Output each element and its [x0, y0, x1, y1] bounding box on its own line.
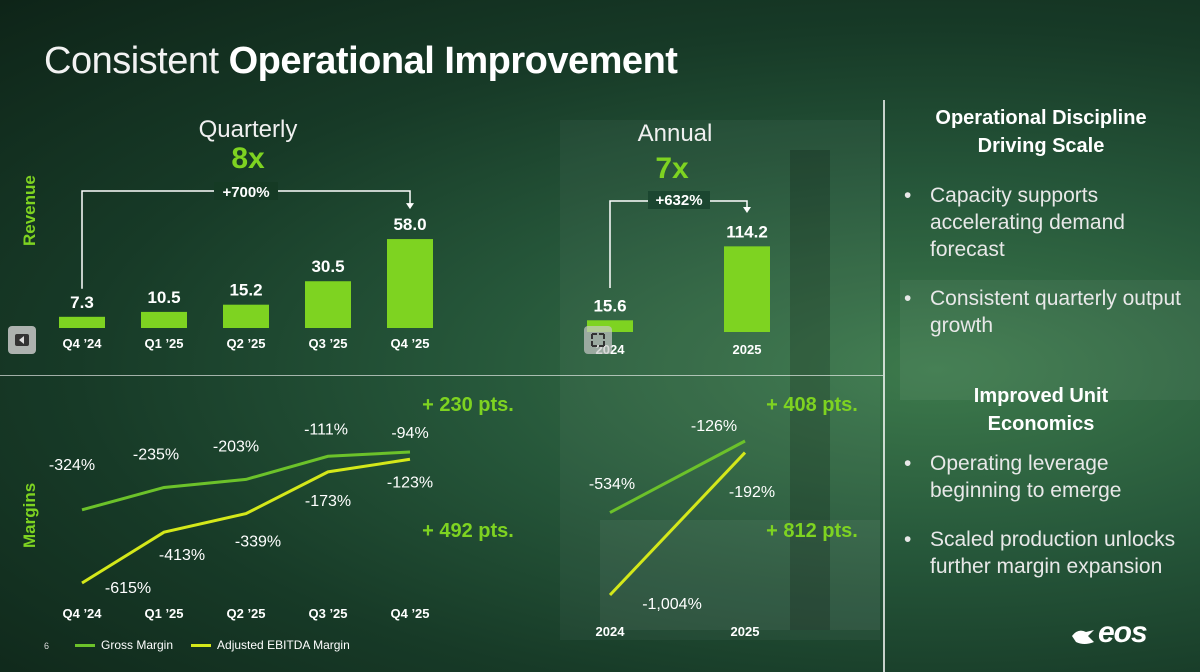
growth-label-bg [648, 191, 710, 209]
x-tick-label: Q4 ’25 [390, 336, 429, 351]
change-label-gross: + 230 pts. [422, 394, 514, 416]
series-line-gross [609, 439, 746, 514]
bar-value-label: 15.6 [593, 296, 626, 315]
growth-label: +700% [222, 184, 269, 201]
bar-quarterly [223, 304, 269, 328]
data-label-ebitda: -173% [305, 493, 351, 510]
logo-mark-icon [1072, 630, 1094, 644]
x-tick-label: Q3 ’25 [308, 606, 347, 621]
data-label-gross: -203% [213, 438, 259, 455]
data-label-ebitda: -413% [159, 547, 205, 564]
annual-heading: Annual [637, 120, 713, 147]
chevron-left-icon [15, 334, 29, 346]
growth-bracket [81, 190, 411, 289]
bar-value-label: 114.2 [726, 222, 768, 241]
previous-slide-button[interactable] [8, 326, 36, 354]
section2-bullet: Operating leverage beginning to emerge [902, 450, 1192, 504]
data-label-gross: -324% [49, 457, 95, 474]
logo-text: eos [1098, 616, 1148, 649]
section1-bullet: Consistent quarterly output growth [902, 285, 1192, 339]
bar-value-label: 15.2 [229, 281, 262, 300]
horizontal-divider [0, 375, 883, 376]
section1-bullets: Capacity supports accelerating demand fo… [902, 182, 1192, 361]
x-tick-label: Q4 ’25 [390, 606, 429, 621]
section1-title: Operational Discipline Driving Scale [896, 104, 1186, 160]
x-tick-label: Q2 ’25 [226, 606, 265, 621]
data-label-gross: -534% [589, 476, 635, 493]
legend-ebitda: Adjusted EBITDA Margin [191, 638, 350, 652]
x-tick-label: Q2 ’25 [226, 336, 265, 351]
section1-title-line1: Operational Discipline [935, 107, 1147, 129]
data-label-ebitda: -192% [729, 484, 775, 501]
section2-title: Improved Unit Economics [896, 382, 1186, 438]
bar-value-label: 30.5 [311, 257, 344, 276]
x-tick-label: 2024 [596, 624, 626, 639]
chart-legend: Gross Margin Adjusted EBITDA Margin [75, 638, 350, 652]
bar-quarterly [387, 239, 433, 328]
x-tick-label: Q3 ’25 [308, 336, 347, 351]
change-label-gross: + 408 pts. [766, 394, 858, 416]
title-bold: Operational Improvement [228, 40, 678, 82]
legend-gross: Gross Margin [75, 638, 173, 652]
x-tick-label: Q1 ’25 [144, 336, 183, 351]
bar-value-label: 10.5 [147, 288, 180, 307]
bar-value-label: 7.3 [70, 293, 94, 312]
section2-bullets: Operating leverage beginning to emerge S… [902, 450, 1192, 602]
growth-label: +632% [655, 192, 702, 209]
data-label-ebitda: -339% [235, 534, 281, 551]
section2-title-line1: Improved Unit [973, 385, 1109, 407]
title-light: Consistent [44, 40, 219, 82]
bar-quarterly [59, 316, 105, 328]
bracket-arrow-icon [406, 203, 414, 210]
data-label-gross: -235% [133, 446, 179, 463]
x-tick-label: 2025 [733, 342, 762, 357]
section1-title-line2: Driving Scale [977, 135, 1105, 157]
section2-bullet: Scaled production unlocks further margin… [902, 526, 1192, 580]
annual-multiple: 7x [655, 152, 689, 185]
data-label-ebitda: -1,004% [642, 596, 702, 613]
page-number: 6 [44, 641, 50, 651]
series-line-ebitda [81, 457, 411, 585]
x-tick-label: Q1 ’25 [144, 606, 183, 621]
section1-bullet: Capacity supports accelerating demand fo… [902, 182, 1192, 263]
fullscreen-button[interactable] [584, 326, 612, 354]
section2-title-line2: Economics [987, 413, 1095, 435]
quarterly-heading: Quarterly [198, 116, 298, 143]
bar-annual [724, 246, 770, 332]
data-label-gross: -111% [304, 421, 348, 438]
bar-quarterly [305, 281, 351, 328]
expand-icon [591, 333, 605, 347]
x-tick-label: Q4 ’24 [62, 606, 102, 621]
series-line-gross [81, 450, 411, 512]
x-tick-label: 2025 [731, 624, 760, 639]
data-label-gross: -126% [691, 418, 737, 435]
bar-value-label: 58.0 [393, 215, 426, 234]
growth-label-bg [214, 182, 278, 200]
change-label-ebitda: + 492 pts. [422, 520, 514, 542]
x-tick-label: Q4 ’24 [62, 336, 102, 351]
data-label-ebitda: -123% [387, 474, 433, 491]
page-title: Consistent Operational Improvement [44, 40, 678, 83]
legend-ebitda-label: Adjusted EBITDA Margin [217, 638, 350, 652]
series-line-ebitda [608, 451, 747, 597]
change-label-ebitda: + 812 pts. [766, 520, 858, 542]
bracket-arrow-icon [743, 207, 751, 213]
quarterly-multiple: 8x [231, 142, 265, 175]
bar-quarterly [141, 311, 187, 328]
data-label-ebitda: -615% [105, 580, 151, 597]
legend-gross-label: Gross Margin [101, 638, 174, 652]
eos-logo: eos [1072, 616, 1148, 650]
data-label-gross: -94% [391, 425, 428, 442]
vertical-divider [883, 100, 885, 672]
